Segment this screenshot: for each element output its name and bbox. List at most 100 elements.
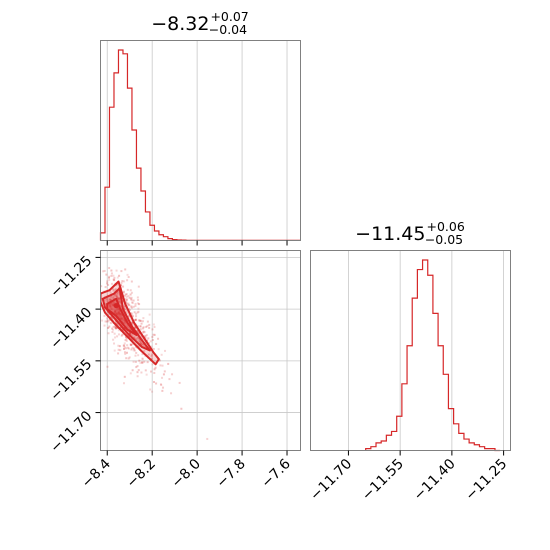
scatter-point (118, 315, 121, 318)
scatter-point (103, 299, 106, 302)
scatter-point (150, 345, 153, 348)
scatter-point (110, 272, 113, 275)
scatter-point (115, 296, 118, 299)
scatter-point (120, 317, 123, 320)
scatter-point (114, 326, 117, 329)
scatter-point (120, 317, 123, 320)
scatter-point (125, 311, 128, 314)
scatter-point (139, 343, 142, 346)
scatter-point (130, 348, 133, 351)
scatter-point (121, 299, 124, 302)
scatter-point (152, 381, 155, 384)
scatter-point (150, 357, 153, 360)
scatter-point (123, 304, 126, 307)
scatter-point (123, 347, 126, 350)
scatter-point (116, 293, 119, 296)
scatter-point (155, 382, 158, 385)
scatter-point (134, 304, 137, 307)
scatter-point (120, 284, 123, 287)
panel-y-tick-marks (347, 450, 505, 456)
scatter-point (123, 348, 126, 351)
scatter-point (113, 276, 116, 279)
scatter-point (122, 318, 125, 321)
scatter-point (132, 349, 135, 352)
scatter-point (137, 345, 140, 348)
x-tick-label: −8.4 (79, 456, 114, 491)
scatter-point (117, 310, 120, 313)
scatter-point (124, 320, 127, 323)
scatter-point (127, 357, 130, 360)
scatter-point (124, 321, 127, 324)
scatter-point (115, 294, 118, 297)
panel-joint-grid (100, 250, 301, 451)
scatter-point (143, 360, 146, 363)
scatter-point (143, 349, 146, 352)
scatter-point (105, 302, 108, 305)
scatter-point (140, 322, 143, 325)
scatter-point (123, 322, 126, 325)
scatter-point (127, 347, 130, 350)
scatter-point (130, 280, 133, 283)
scatter-point (108, 279, 111, 282)
scatter-point (153, 368, 156, 371)
scatter-point (132, 347, 135, 350)
scatter-point (128, 307, 131, 310)
panel-y-frame (310, 250, 511, 451)
scatter-point (124, 339, 127, 342)
scatter-point (110, 302, 113, 305)
scatter-point (145, 334, 148, 337)
scatter-point (120, 334, 123, 337)
scatter-point (136, 329, 139, 332)
scatter-point (138, 338, 141, 341)
scatter-point (206, 437, 209, 440)
scatter-point (125, 351, 128, 354)
scatter-point (139, 328, 142, 331)
scatter-point (131, 346, 134, 349)
scatter-point (118, 297, 121, 300)
scatter-point (106, 365, 109, 368)
panel-joint-contours (100, 280, 160, 366)
scatter-point (126, 288, 129, 291)
scatter-point (115, 295, 118, 298)
scatter-point (111, 304, 114, 307)
scatter-point (115, 312, 118, 315)
scatter-point (132, 360, 135, 363)
scatter-point (123, 346, 126, 349)
y-tick-label: −11.55 (47, 356, 95, 404)
scatter-point (119, 326, 122, 329)
scatter-point (107, 326, 110, 329)
scatter-point (125, 298, 128, 301)
scatter-point (119, 318, 122, 321)
scatter-point (131, 369, 134, 372)
scatter-point (150, 355, 153, 358)
scatter-point (144, 336, 147, 339)
scatter-point (112, 328, 115, 331)
scatter-point (104, 286, 107, 289)
scatter-point (162, 373, 165, 376)
scatter-point (100, 285, 103, 288)
scatter-point (138, 340, 141, 343)
scatter-point (153, 325, 156, 328)
scatter-point (125, 295, 128, 298)
scatter-point (125, 293, 128, 296)
scatter-point (115, 313, 118, 316)
panel-x-tick-marks (106, 240, 288, 246)
scatter-point (117, 310, 120, 313)
scatter-point (142, 331, 145, 334)
scatter-point (122, 333, 125, 336)
scatter-point (116, 324, 119, 327)
scatter-point (103, 324, 106, 327)
scatter-point (128, 309, 131, 312)
y-tick-label: −11.40 (47, 305, 95, 353)
scatter-point (157, 348, 160, 351)
scatter-point (114, 293, 117, 296)
scatter-point (135, 338, 138, 341)
scatter-point (134, 354, 137, 357)
scatter-point (125, 337, 128, 340)
scatter-point (167, 362, 170, 365)
scatter-point (128, 331, 131, 334)
scatter-point (119, 300, 122, 303)
scatter-point (122, 306, 125, 309)
scatter-point (127, 295, 130, 298)
